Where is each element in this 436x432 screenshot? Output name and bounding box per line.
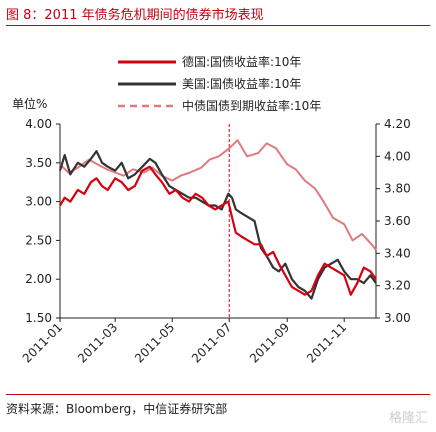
y-left-tick-label: 2.50 xyxy=(25,233,52,247)
x-tick-label: 2011-09 xyxy=(247,320,292,365)
series-line-china xyxy=(59,139,377,251)
legend-label-us: 美国:国债收益率:10年 xyxy=(182,76,301,91)
y-right-tick-label: 4.20 xyxy=(384,117,411,131)
figure-title: 图 8：2011 年债务危机期间的债券市场表现 xyxy=(6,8,264,23)
title-divider xyxy=(6,25,430,26)
y-right-tick-label: 3.40 xyxy=(384,246,411,260)
x-tick-label: 2011-11 xyxy=(304,320,349,365)
y-left-tick-label: 3.50 xyxy=(25,156,52,170)
y-left-tick-label: 2.00 xyxy=(25,272,52,286)
x-tick-label: 2011-05 xyxy=(132,320,177,365)
series-line-us xyxy=(58,150,377,300)
x-tick-label: 2011-01 xyxy=(20,320,65,365)
source-note: 资料来源：Bloomberg，中信证券研究部 xyxy=(6,402,228,416)
footer-divider xyxy=(6,394,430,395)
legend-label-china: 中债国债到期收益率:10年 xyxy=(182,98,321,113)
y-right-tick-label: 3.00 xyxy=(384,311,411,325)
y-right-tick-label: 3.80 xyxy=(384,182,411,196)
axes-layer: 4.00 3.50 3.00 2.50 2.00 1.50 4.20 4.00 3.80 3.60… xyxy=(20,117,411,366)
y-axis-label: 单位% xyxy=(12,96,47,111)
y-right-tick-label: 3.60 xyxy=(384,214,411,228)
series-line-germany xyxy=(59,165,377,296)
x-tick-label: 2011-03 xyxy=(75,320,120,365)
y-left-tick-label: 4.00 xyxy=(25,117,52,131)
y-left-tick-label: 3.00 xyxy=(25,195,52,209)
legend-label-germany: 德国:国债收益率:10年 xyxy=(182,54,301,69)
watermark-logo: 格隆汇 xyxy=(388,411,428,426)
legend: 德国:国债收益率:10年 美国:国债收益率:10年 中债国债到期收益率:10年 xyxy=(118,54,321,113)
y-right-tick-label: 3.20 xyxy=(384,279,411,293)
series-layer xyxy=(58,139,377,300)
x-tick-label: 2011-07 xyxy=(189,320,234,365)
y-right-tick-label: 4.00 xyxy=(384,149,411,163)
y-left-tick-label: 1.50 xyxy=(25,311,52,325)
